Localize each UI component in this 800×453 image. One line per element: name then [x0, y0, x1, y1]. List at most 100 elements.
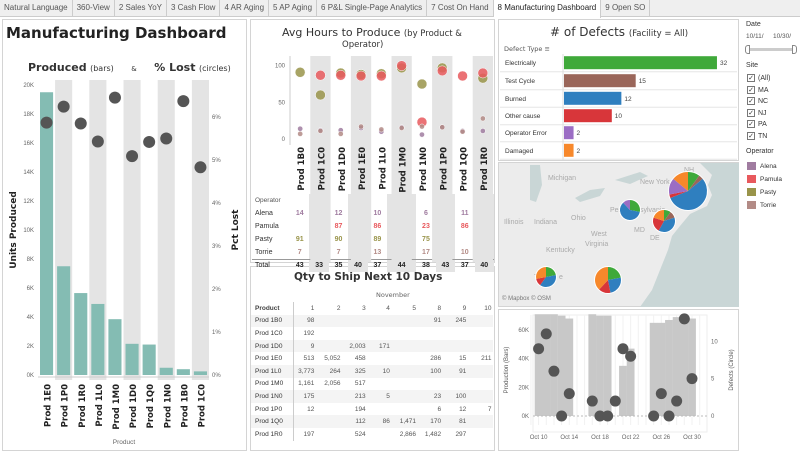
total-label: Total	[252, 258, 290, 272]
qty-cell: 86	[366, 415, 391, 428]
table-row: Pasty 91 60 90 88 89 97 75 97 83	[252, 233, 494, 246]
day-header: 2	[315, 302, 342, 315]
hours-cell	[455, 233, 474, 246]
operator-name: Alena	[255, 210, 273, 217]
qty-cell	[315, 415, 342, 428]
qty-cell: 458	[354, 355, 366, 363]
header-spacer	[455, 194, 474, 207]
site-name: MA	[758, 86, 769, 94]
operator-legend-item[interactable]: Alena	[747, 160, 782, 173]
qty-cell: 6	[437, 405, 442, 413]
product-name: Prod 1D0	[251, 339, 294, 353]
hours-cell: 93	[435, 220, 456, 233]
hours-cell: 14	[295, 210, 304, 217]
tab-ar-aging[interactable]: 4 AR Aging	[220, 0, 270, 17]
site-filter-item[interactable]: ✓ (All)	[747, 73, 770, 85]
qty-cell: 245	[442, 314, 468, 328]
tab-manufacturing-dashboard[interactable]: 8 Manufacturing Dashboard	[493, 0, 602, 18]
date-filter-label: Date	[746, 21, 761, 28]
qty-cell	[442, 378, 467, 391]
checkbox-checked-icon[interactable]: ✓	[747, 108, 755, 117]
qty-cell	[315, 339, 342, 353]
avg-hours-title-main: Avg Hours to Produce	[282, 26, 401, 39]
qty-cell: 325	[341, 364, 367, 378]
tab-natural-language[interactable]: Natural Language	[0, 0, 73, 17]
qty-cell	[467, 327, 492, 340]
qty-cell	[391, 403, 417, 416]
operator-legend-item[interactable]: Pasty	[747, 186, 782, 199]
hours-cell: 86	[348, 220, 368, 233]
hours-cell: 86	[373, 223, 382, 230]
tab-cash-flow[interactable]: 3 Cash Flow	[167, 0, 221, 17]
operator-name: Torrie	[255, 248, 273, 256]
qty-cell	[315, 403, 341, 416]
qty-cell: 2,056	[324, 380, 341, 388]
site-filter-item[interactable]: ✓ PA	[747, 119, 770, 131]
checkbox-checked-icon[interactable]: ✓	[747, 131, 755, 140]
header-spacer	[474, 194, 494, 207]
operator-header: Operator	[255, 197, 281, 204]
avg-hours-table: Operator Alena 14 12 12 15 10 16 6 16 11 11 Pamula 87…	[252, 194, 494, 272]
qty-cell	[342, 327, 367, 340]
checkbox-checked-icon[interactable]: ✓	[747, 74, 755, 83]
hours-cell: 91	[295, 236, 304, 243]
hours-cell: 100	[387, 220, 417, 233]
tab-sales-yoy[interactable]: 2 Sales YoY	[115, 0, 167, 17]
qty-cell	[366, 314, 391, 328]
qty-cell	[391, 327, 417, 340]
tab-360-view[interactable]: 360-View	[73, 0, 115, 17]
site-filter-item[interactable]: ✓ TN	[747, 131, 770, 143]
tab-cost-on-hand[interactable]: 7 Cost On Hand	[427, 0, 494, 17]
map-panel[interactable]	[498, 162, 739, 307]
tab-ap-aging[interactable]: 5 AP Aging	[269, 0, 318, 17]
qty-cell	[315, 390, 342, 403]
qty-cell: 171	[366, 339, 391, 353]
operator-legend-item[interactable]: Torrie	[747, 199, 782, 212]
site-filter-item[interactable]: ✓ NJ	[747, 108, 770, 120]
qty-cell: 9	[293, 339, 316, 353]
hours-cell: 10	[373, 210, 382, 217]
avg-hours-title-sub2: Operator)	[342, 40, 384, 50]
hours-cell: 11	[309, 246, 329, 259]
lost-label: % Lost	[154, 61, 196, 74]
operator-name: Pasty	[255, 236, 273, 243]
date-slider-start-handle[interactable]	[745, 45, 750, 54]
site-filter-item[interactable]: ✓ MA	[747, 85, 770, 97]
hours-cell: 28	[474, 246, 494, 259]
site-filter-item[interactable]: ✓ NC	[747, 96, 770, 108]
tab-pl-analytics[interactable]: 6 P&L Single-Page Analytics	[317, 0, 428, 17]
qty-cell	[315, 428, 341, 441]
qty-cell	[367, 327, 391, 340]
date-slider-end-handle[interactable]	[792, 45, 797, 54]
checkbox-checked-icon[interactable]: ✓	[747, 85, 755, 94]
operator-legend-item[interactable]: Pamula	[747, 173, 782, 186]
hours-cell: 12	[334, 210, 343, 217]
qty-cell: 1,161	[298, 380, 315, 388]
qty-cell: 81	[442, 415, 468, 428]
hours-cell: 15	[387, 246, 417, 259]
sort-icon[interactable]: ≡	[544, 45, 550, 53]
hours-cell: 10	[460, 248, 469, 256]
checkbox-checked-icon[interactable]: ✓	[747, 97, 755, 106]
tab-open-so[interactable]: 9 Open SO	[601, 0, 651, 17]
qty-cell: 297	[455, 430, 467, 438]
hours-cell: 11	[474, 207, 494, 220]
date-slider-track[interactable]	[749, 48, 794, 51]
avg-hours-title-sub: (by Product &	[403, 29, 462, 39]
hours-cell: 87	[334, 223, 343, 230]
product-name: Prod 1N0	[251, 390, 294, 403]
checkbox-checked-icon[interactable]: ✓	[747, 120, 755, 129]
production-defects-panel	[498, 309, 739, 451]
hours-cell: 16	[387, 207, 417, 220]
qty-cell: 10	[366, 364, 391, 378]
table-row: Torrie 7 11 7 17 13 15 17 16 10 28	[252, 246, 494, 259]
product-name: Prod 1Q0	[251, 415, 294, 428]
qty-cell	[315, 314, 342, 328]
hours-cell: 12	[309, 207, 329, 220]
header-spacer	[329, 194, 348, 207]
day-header: 8	[416, 302, 443, 315]
day-header: 1	[293, 302, 316, 315]
qty-cell: 197	[303, 430, 315, 438]
hours-cell: 60	[309, 233, 329, 246]
qty-cell	[467, 428, 492, 441]
